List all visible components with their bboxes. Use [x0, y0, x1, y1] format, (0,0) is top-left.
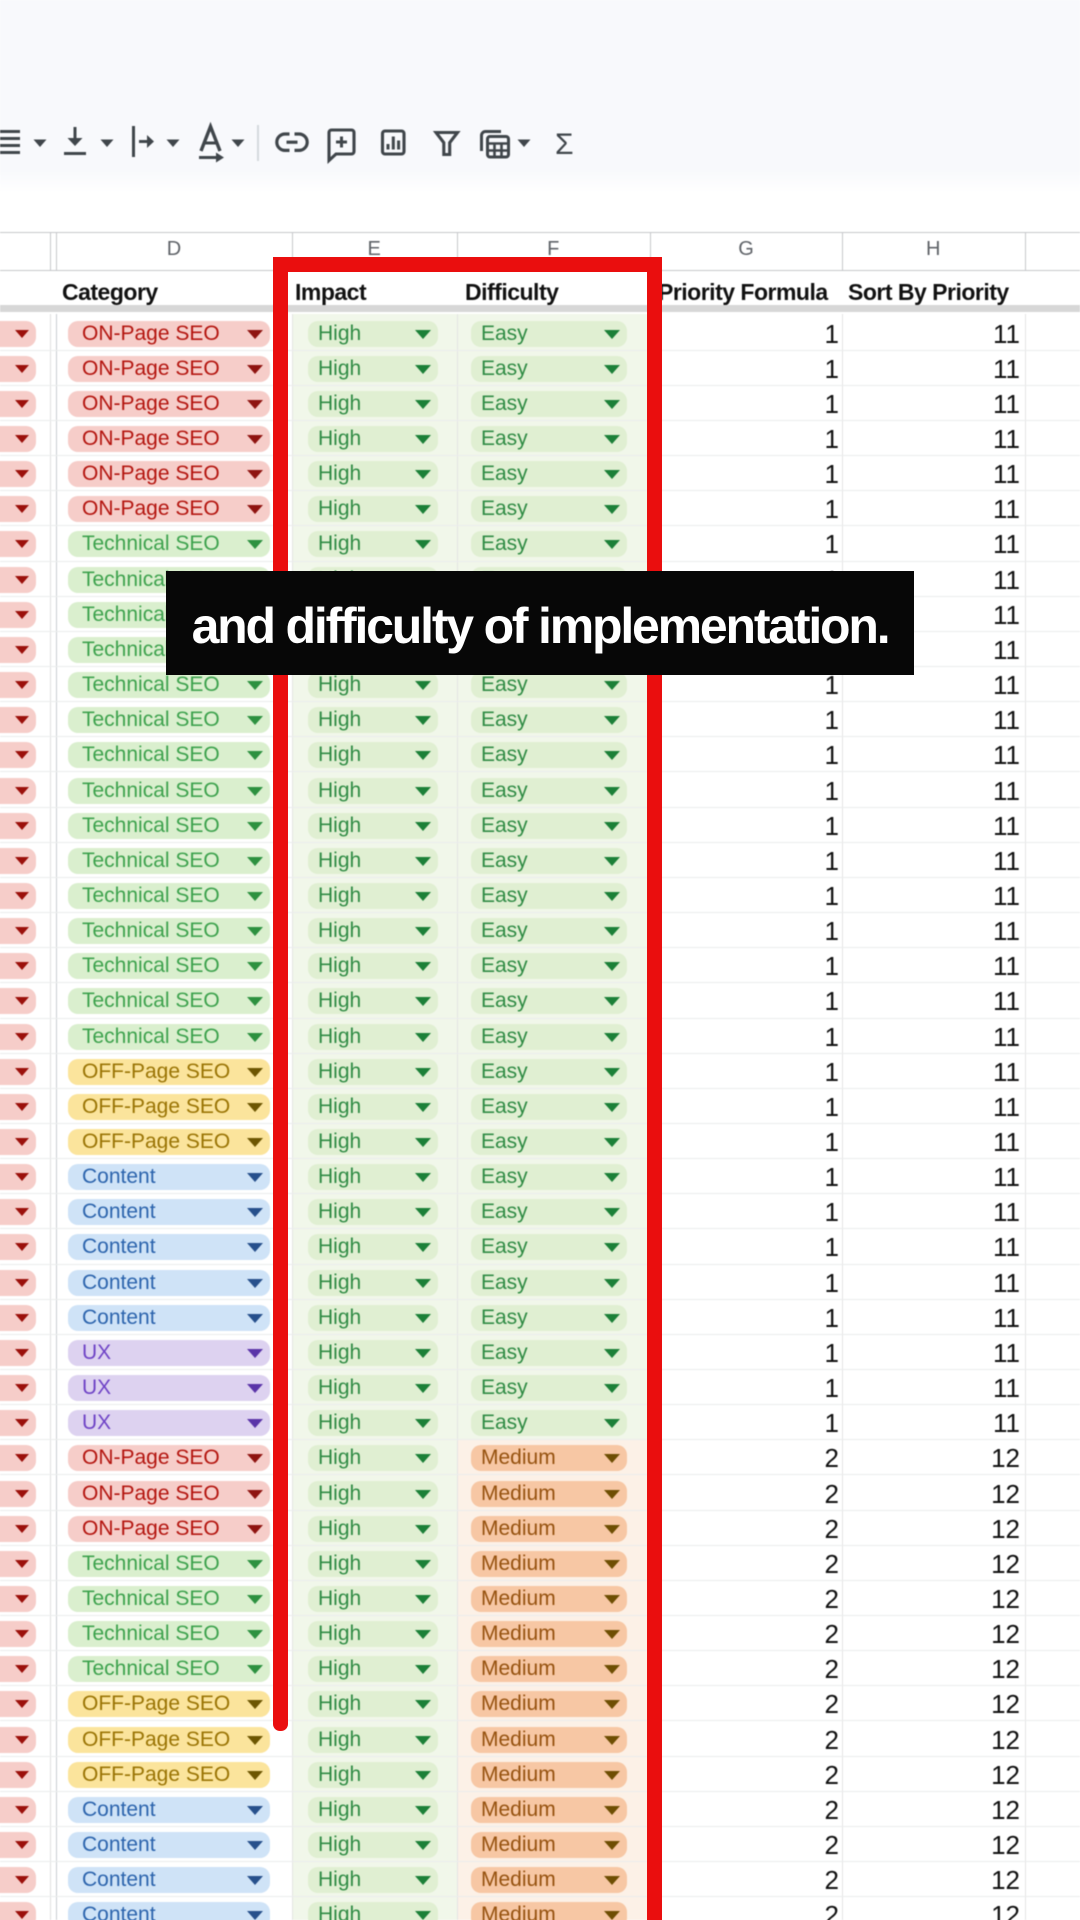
- svg-text:Σ: Σ: [555, 128, 574, 161]
